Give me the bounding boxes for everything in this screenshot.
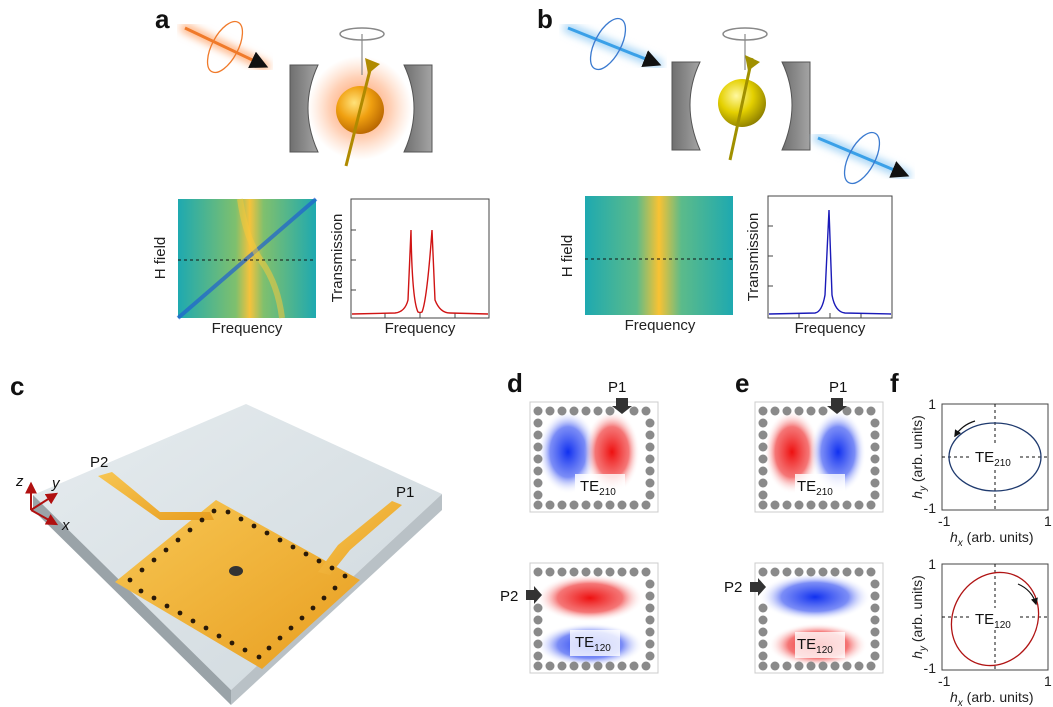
transmission-curve-b xyxy=(768,209,892,315)
circuit-board-icon xyxy=(33,404,442,705)
panel-label-a: a xyxy=(155,4,170,34)
frequency-label-b2: Frequency xyxy=(795,320,866,337)
polar-plot-f-te120 xyxy=(941,563,1049,671)
panel-b: b xyxy=(537,4,911,185)
yig-sphere-icon xyxy=(229,566,243,576)
h-field-label-b: H field xyxy=(559,235,576,278)
mode-label-e-te210: TE210 xyxy=(797,478,833,498)
left-mirror-b-icon xyxy=(671,61,701,151)
hy-label-f1: hy (arb. units) xyxy=(909,415,929,499)
frequency-label-a1: Frequency xyxy=(212,320,283,337)
field-map-d-te120 xyxy=(526,562,659,674)
coordinate-axes-icon xyxy=(25,481,59,526)
tick-f2-xright: 1 xyxy=(1044,673,1052,689)
panel-a: a xyxy=(155,4,433,167)
port-label-p2-c: P2 xyxy=(90,454,108,471)
transmission-plot-a: Transmission Frequency xyxy=(329,198,490,337)
panel-label-e: e xyxy=(735,368,749,398)
rotation-arrow-icon-2 xyxy=(1017,583,1038,606)
port-arrow-p1-d xyxy=(612,398,632,414)
field-map-d-te210 xyxy=(529,398,659,513)
mode-label-f-te120: TE120 xyxy=(975,611,1011,631)
field-map-e-te120 xyxy=(750,562,884,674)
mode-label-f-te210: TE210 xyxy=(975,449,1011,469)
tick-f2-ybot: -1 xyxy=(924,660,937,676)
mode-label-d-te120: TE120 xyxy=(575,634,611,654)
port-arrow-p2-e xyxy=(750,578,766,596)
outgoing-blue-beam-icon xyxy=(813,131,911,185)
spin-b-icon xyxy=(728,57,754,161)
panel-c: c P2 P1 z xyxy=(10,371,442,705)
port-label-p1-e: P1 xyxy=(829,379,847,396)
spectrum-map-b: H field Frequency xyxy=(559,196,733,334)
incoming-blue-beam-icon xyxy=(563,17,663,71)
panel-label-b: b xyxy=(537,4,553,34)
polar-plot-f-te210 xyxy=(941,403,1049,511)
port-label-p1-c: P1 xyxy=(396,484,414,501)
axis-z-label: z xyxy=(15,473,24,490)
transmission-curve-a xyxy=(351,229,489,315)
spectrum-map-a: H field Frequency xyxy=(152,197,318,337)
transmission-label-a: Transmission xyxy=(329,214,346,303)
port-label-p1-d: P1 xyxy=(608,379,626,396)
tick-f1-xleft: -1 xyxy=(938,513,951,529)
axis-x-label: x xyxy=(61,517,70,534)
axis-y-label: y xyxy=(51,475,61,492)
panel-label-f: f xyxy=(890,368,899,398)
frequency-label-a2: Frequency xyxy=(385,320,456,337)
port-label-p2-e: P2 xyxy=(724,579,742,596)
port-arrow-p1-e xyxy=(827,398,847,414)
tick-f2-xleft: -1 xyxy=(938,673,951,689)
frequency-label-b1: Frequency xyxy=(625,317,696,334)
mode-label-d-te210: TE210 xyxy=(580,478,616,498)
orange-light-beam-icon xyxy=(180,20,270,74)
port-label-p2-d: P2 xyxy=(500,588,518,605)
hx-label-f2: hx (arb. units) xyxy=(950,689,1034,707)
panel-e: e P1 TE210 xyxy=(724,368,884,674)
mode-label-e-te120: TE120 xyxy=(797,636,833,656)
transmission-plot-b: Transmission Frequency xyxy=(745,195,893,337)
h-field-label-a: H field xyxy=(152,237,169,280)
hy-label-f2: hy (arb. units) xyxy=(909,575,929,659)
polarization-ellipse-te210 xyxy=(948,422,1042,492)
tick-f1-ytop: 1 xyxy=(928,396,936,412)
right-mirror-icon xyxy=(403,64,433,153)
via-holes xyxy=(127,508,348,660)
hx-label-f1: hx (arb. units) xyxy=(950,529,1034,549)
polarization-ellipse-te120 xyxy=(950,571,1040,667)
tick-f2-ytop: 1 xyxy=(928,556,936,572)
panel-d: d P1 TE210 xyxy=(500,368,659,674)
tick-f1-xright: 1 xyxy=(1044,513,1052,529)
rotation-arrow-icon xyxy=(954,420,976,438)
panel-label-d: d xyxy=(507,368,523,398)
panel-f: f TE210 1 -1 -1 1 hx (arb. units) hy (ar… xyxy=(890,368,1052,707)
field-map-e-te210 xyxy=(754,398,884,513)
right-mirror-b-icon xyxy=(781,61,811,151)
left-mirror-icon xyxy=(289,64,319,153)
spin-arrow-icon xyxy=(344,61,374,167)
transmission-label-b: Transmission xyxy=(745,213,762,302)
port-arrow-p2-d xyxy=(526,586,542,604)
panel-label-c: c xyxy=(10,371,24,401)
tick-f1-ybot: -1 xyxy=(924,500,937,516)
